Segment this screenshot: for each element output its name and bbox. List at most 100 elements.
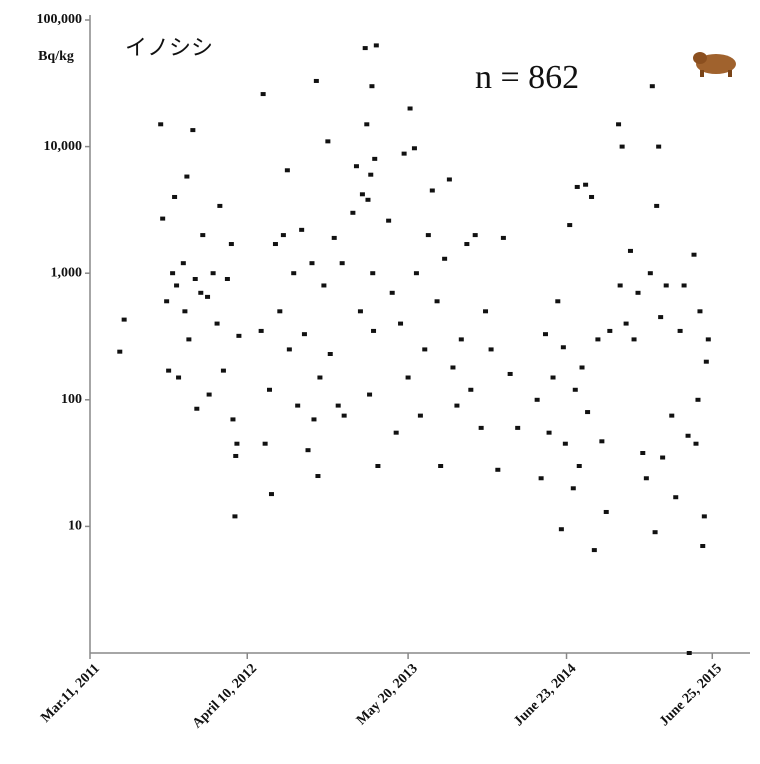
data-point [695, 397, 701, 402]
y-tick-label: 10,000 [44, 139, 83, 154]
data-point [317, 375, 323, 380]
x-tick-label: Mar.11, 2011 [38, 661, 102, 725]
data-point [121, 317, 127, 322]
x-tick-label: May 20, 2013 [354, 661, 421, 728]
data-point [429, 188, 435, 193]
data-point [194, 406, 200, 411]
data-point [375, 463, 381, 468]
data-point [350, 210, 356, 215]
data-point [284, 168, 290, 173]
data-point [321, 283, 327, 288]
data-point [341, 413, 347, 418]
data-point [228, 242, 234, 247]
data-point [562, 441, 568, 446]
data-point [315, 474, 321, 479]
data-point [393, 430, 399, 435]
data-point [234, 441, 240, 446]
data-point [166, 368, 172, 373]
data-point [616, 122, 622, 127]
data-point [266, 387, 272, 392]
data-point [534, 397, 540, 402]
data-point [425, 233, 431, 238]
data-point [627, 248, 633, 253]
data-point [643, 476, 649, 481]
data-point [438, 463, 444, 468]
data-point [422, 347, 428, 352]
x-tick-label: April 10, 2012 [190, 661, 260, 731]
data-point [268, 492, 274, 497]
data-point [359, 192, 365, 197]
data-point [468, 387, 474, 392]
y-tick-label: 10 [68, 519, 82, 534]
data-point [224, 276, 230, 281]
data-point [567, 223, 573, 228]
data-point [507, 371, 513, 376]
data-point [574, 184, 580, 189]
y-tick-label: 1,000 [51, 265, 83, 280]
data-point [663, 283, 669, 288]
data-point [258, 328, 264, 333]
data-point [192, 276, 198, 281]
data-point [190, 128, 196, 133]
data-point [160, 216, 166, 221]
data-point [700, 544, 706, 549]
data-point [210, 271, 216, 276]
data-point [214, 321, 220, 326]
data-point [311, 417, 317, 422]
data-point [442, 256, 448, 261]
data-point [576, 463, 582, 468]
data-point [389, 290, 395, 295]
data-point [364, 122, 370, 127]
data-point [299, 227, 305, 232]
x-tick-label: June 25, 2015 [657, 661, 725, 729]
data-point [407, 106, 413, 111]
sample-count: n = 862 [475, 59, 579, 96]
boar-icon [693, 52, 736, 77]
data-point [697, 309, 703, 314]
data-point [411, 146, 417, 151]
data-point [206, 392, 212, 397]
data-point [483, 309, 489, 314]
data-point [220, 368, 226, 373]
data-point [652, 530, 658, 535]
data-point [685, 433, 691, 438]
data-point [550, 375, 556, 380]
data-point [158, 122, 164, 127]
data-point [558, 527, 564, 532]
data-point [585, 410, 591, 415]
data-point [472, 233, 478, 238]
data-point [677, 328, 683, 333]
data-point [280, 233, 286, 238]
data-point [560, 345, 566, 350]
data-point [640, 450, 646, 455]
data-point [200, 233, 206, 238]
data-point [450, 365, 456, 370]
data-point [635, 290, 641, 295]
data-point [538, 476, 544, 481]
data-point [686, 651, 692, 655]
data-point [603, 509, 609, 514]
data-point [370, 271, 376, 276]
data-point [464, 242, 470, 247]
data-point [325, 139, 331, 144]
data-point [331, 235, 337, 240]
data-point [673, 495, 679, 500]
data-point [681, 283, 687, 288]
data-point [417, 413, 423, 418]
data-point [170, 271, 176, 276]
data-point [589, 194, 595, 199]
y-unit: Bq/kg [38, 49, 74, 64]
data-point [570, 486, 576, 491]
data-point [232, 514, 238, 519]
data-point [458, 337, 464, 342]
data-point [579, 365, 585, 370]
data-point [286, 347, 292, 352]
data-point [371, 328, 377, 333]
data-point [619, 144, 625, 149]
chart-title: イノシシ [125, 36, 213, 61]
data-point [405, 375, 411, 380]
data-point [546, 430, 552, 435]
data-point [295, 403, 301, 408]
data-point [500, 235, 506, 240]
